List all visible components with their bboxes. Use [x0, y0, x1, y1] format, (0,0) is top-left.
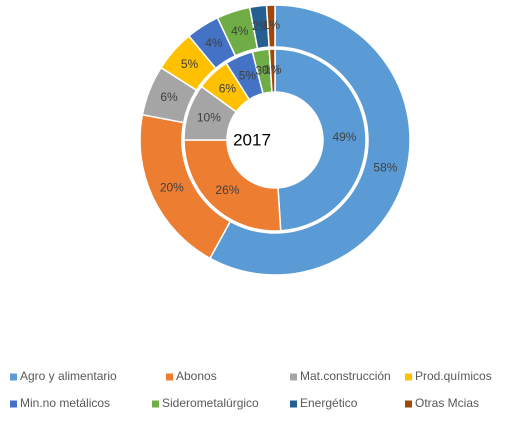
segment — [268, 48, 276, 93]
segment — [274, 48, 367, 232]
legend-swatch — [290, 373, 297, 381]
data-label: 3% — [255, 64, 273, 78]
segment — [183, 139, 282, 232]
legend-label: Abonos — [176, 369, 217, 383]
legend-label: Siderometalúrgico — [162, 396, 259, 410]
data-label: 10% — [197, 111, 221, 125]
segment — [208, 4, 411, 276]
data-label: 20% — [160, 181, 184, 195]
data-label: 26% — [215, 183, 239, 197]
legend-swatch — [290, 400, 297, 408]
data-label: 5% — [181, 57, 199, 71]
legend-swatch — [405, 400, 412, 408]
data-label: 58% — [373, 161, 397, 175]
data-label: 1% — [263, 18, 281, 32]
segment — [265, 4, 276, 48]
data-label: 2% — [252, 19, 270, 33]
legend-swatch — [10, 400, 17, 408]
data-label: 6% — [160, 90, 178, 104]
legend-swatch — [152, 400, 159, 408]
data-label: 1% — [264, 63, 282, 77]
legend-label: Mat.construcción — [300, 369, 391, 383]
data-label: 6% — [219, 82, 237, 96]
legend-label: Agro y alimentario — [20, 369, 117, 383]
legend-swatch — [405, 373, 412, 381]
data-label: 49% — [332, 130, 356, 144]
center-label: 2017 — [233, 130, 271, 149]
legend-label: Energético — [300, 396, 358, 410]
legend-label: Min.no metálicos — [20, 396, 110, 410]
legend-swatch — [10, 373, 17, 381]
data-label: 4% — [205, 36, 223, 50]
legend-label: Prod.químicos — [415, 369, 492, 383]
legend-label: Otras Mcias — [415, 396, 479, 410]
data-label: 5% — [239, 68, 257, 82]
data-label: 4% — [231, 24, 249, 38]
legend-swatch — [166, 373, 173, 381]
